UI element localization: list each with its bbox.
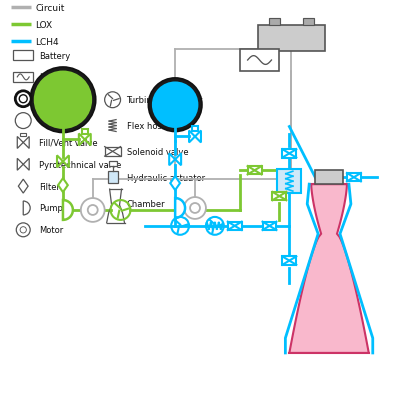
Bar xyxy=(258,26,325,52)
Polygon shape xyxy=(19,180,28,193)
Bar xyxy=(105,147,121,157)
Text: Tank: Tank xyxy=(39,117,58,126)
Bar xyxy=(82,130,88,134)
Circle shape xyxy=(19,96,27,103)
Bar xyxy=(262,222,277,230)
Bar xyxy=(13,51,33,61)
Bar xyxy=(192,127,198,131)
Text: Chamber: Chamber xyxy=(126,199,165,208)
Circle shape xyxy=(20,227,26,234)
Text: Circuit: Circuit xyxy=(35,4,65,13)
Text: Motor: Motor xyxy=(39,226,63,235)
Bar xyxy=(273,192,286,201)
Bar xyxy=(282,257,296,265)
Text: Hydraulic actuator: Hydraulic actuator xyxy=(126,173,204,182)
Bar xyxy=(240,50,279,72)
Bar xyxy=(269,18,280,26)
Text: Solenoid valve: Solenoid valve xyxy=(126,148,188,157)
Polygon shape xyxy=(170,177,180,191)
Bar xyxy=(228,222,242,230)
Circle shape xyxy=(149,79,202,132)
Polygon shape xyxy=(289,185,369,353)
Bar xyxy=(282,150,296,158)
Bar xyxy=(13,73,33,83)
Circle shape xyxy=(15,113,31,129)
Circle shape xyxy=(81,198,105,222)
Wedge shape xyxy=(175,198,185,218)
Text: Filter: Filter xyxy=(39,182,60,191)
Text: Inverter: Inverter xyxy=(39,73,73,82)
Text: Pump: Pump xyxy=(39,204,63,213)
Text: Pyrotechnical valve: Pyrotechnical valve xyxy=(39,160,121,169)
Circle shape xyxy=(35,73,91,128)
Polygon shape xyxy=(58,179,68,193)
Text: LOX: LOX xyxy=(35,21,52,30)
Circle shape xyxy=(15,92,31,108)
Bar xyxy=(277,170,301,193)
Bar xyxy=(109,162,117,167)
Bar xyxy=(347,173,361,182)
Text: Fill/Vent valve: Fill/Vent valve xyxy=(39,139,98,148)
Bar xyxy=(20,133,26,137)
Wedge shape xyxy=(63,200,73,220)
Wedge shape xyxy=(23,202,30,216)
Circle shape xyxy=(16,223,30,237)
Text: LCH4: LCH4 xyxy=(35,38,59,47)
Bar xyxy=(248,166,262,175)
Text: Flex hose: Flex hose xyxy=(126,122,167,131)
Bar xyxy=(303,18,314,26)
Bar xyxy=(108,172,117,184)
Text: Lagging: Lagging xyxy=(39,95,73,104)
Circle shape xyxy=(190,204,200,213)
Circle shape xyxy=(184,198,206,219)
Text: Battery: Battery xyxy=(39,52,71,61)
Circle shape xyxy=(30,68,96,133)
Circle shape xyxy=(153,84,197,127)
Circle shape xyxy=(88,205,98,216)
Bar xyxy=(315,171,343,185)
Text: Turbine flowmeter: Turbine flowmeter xyxy=(126,96,203,105)
